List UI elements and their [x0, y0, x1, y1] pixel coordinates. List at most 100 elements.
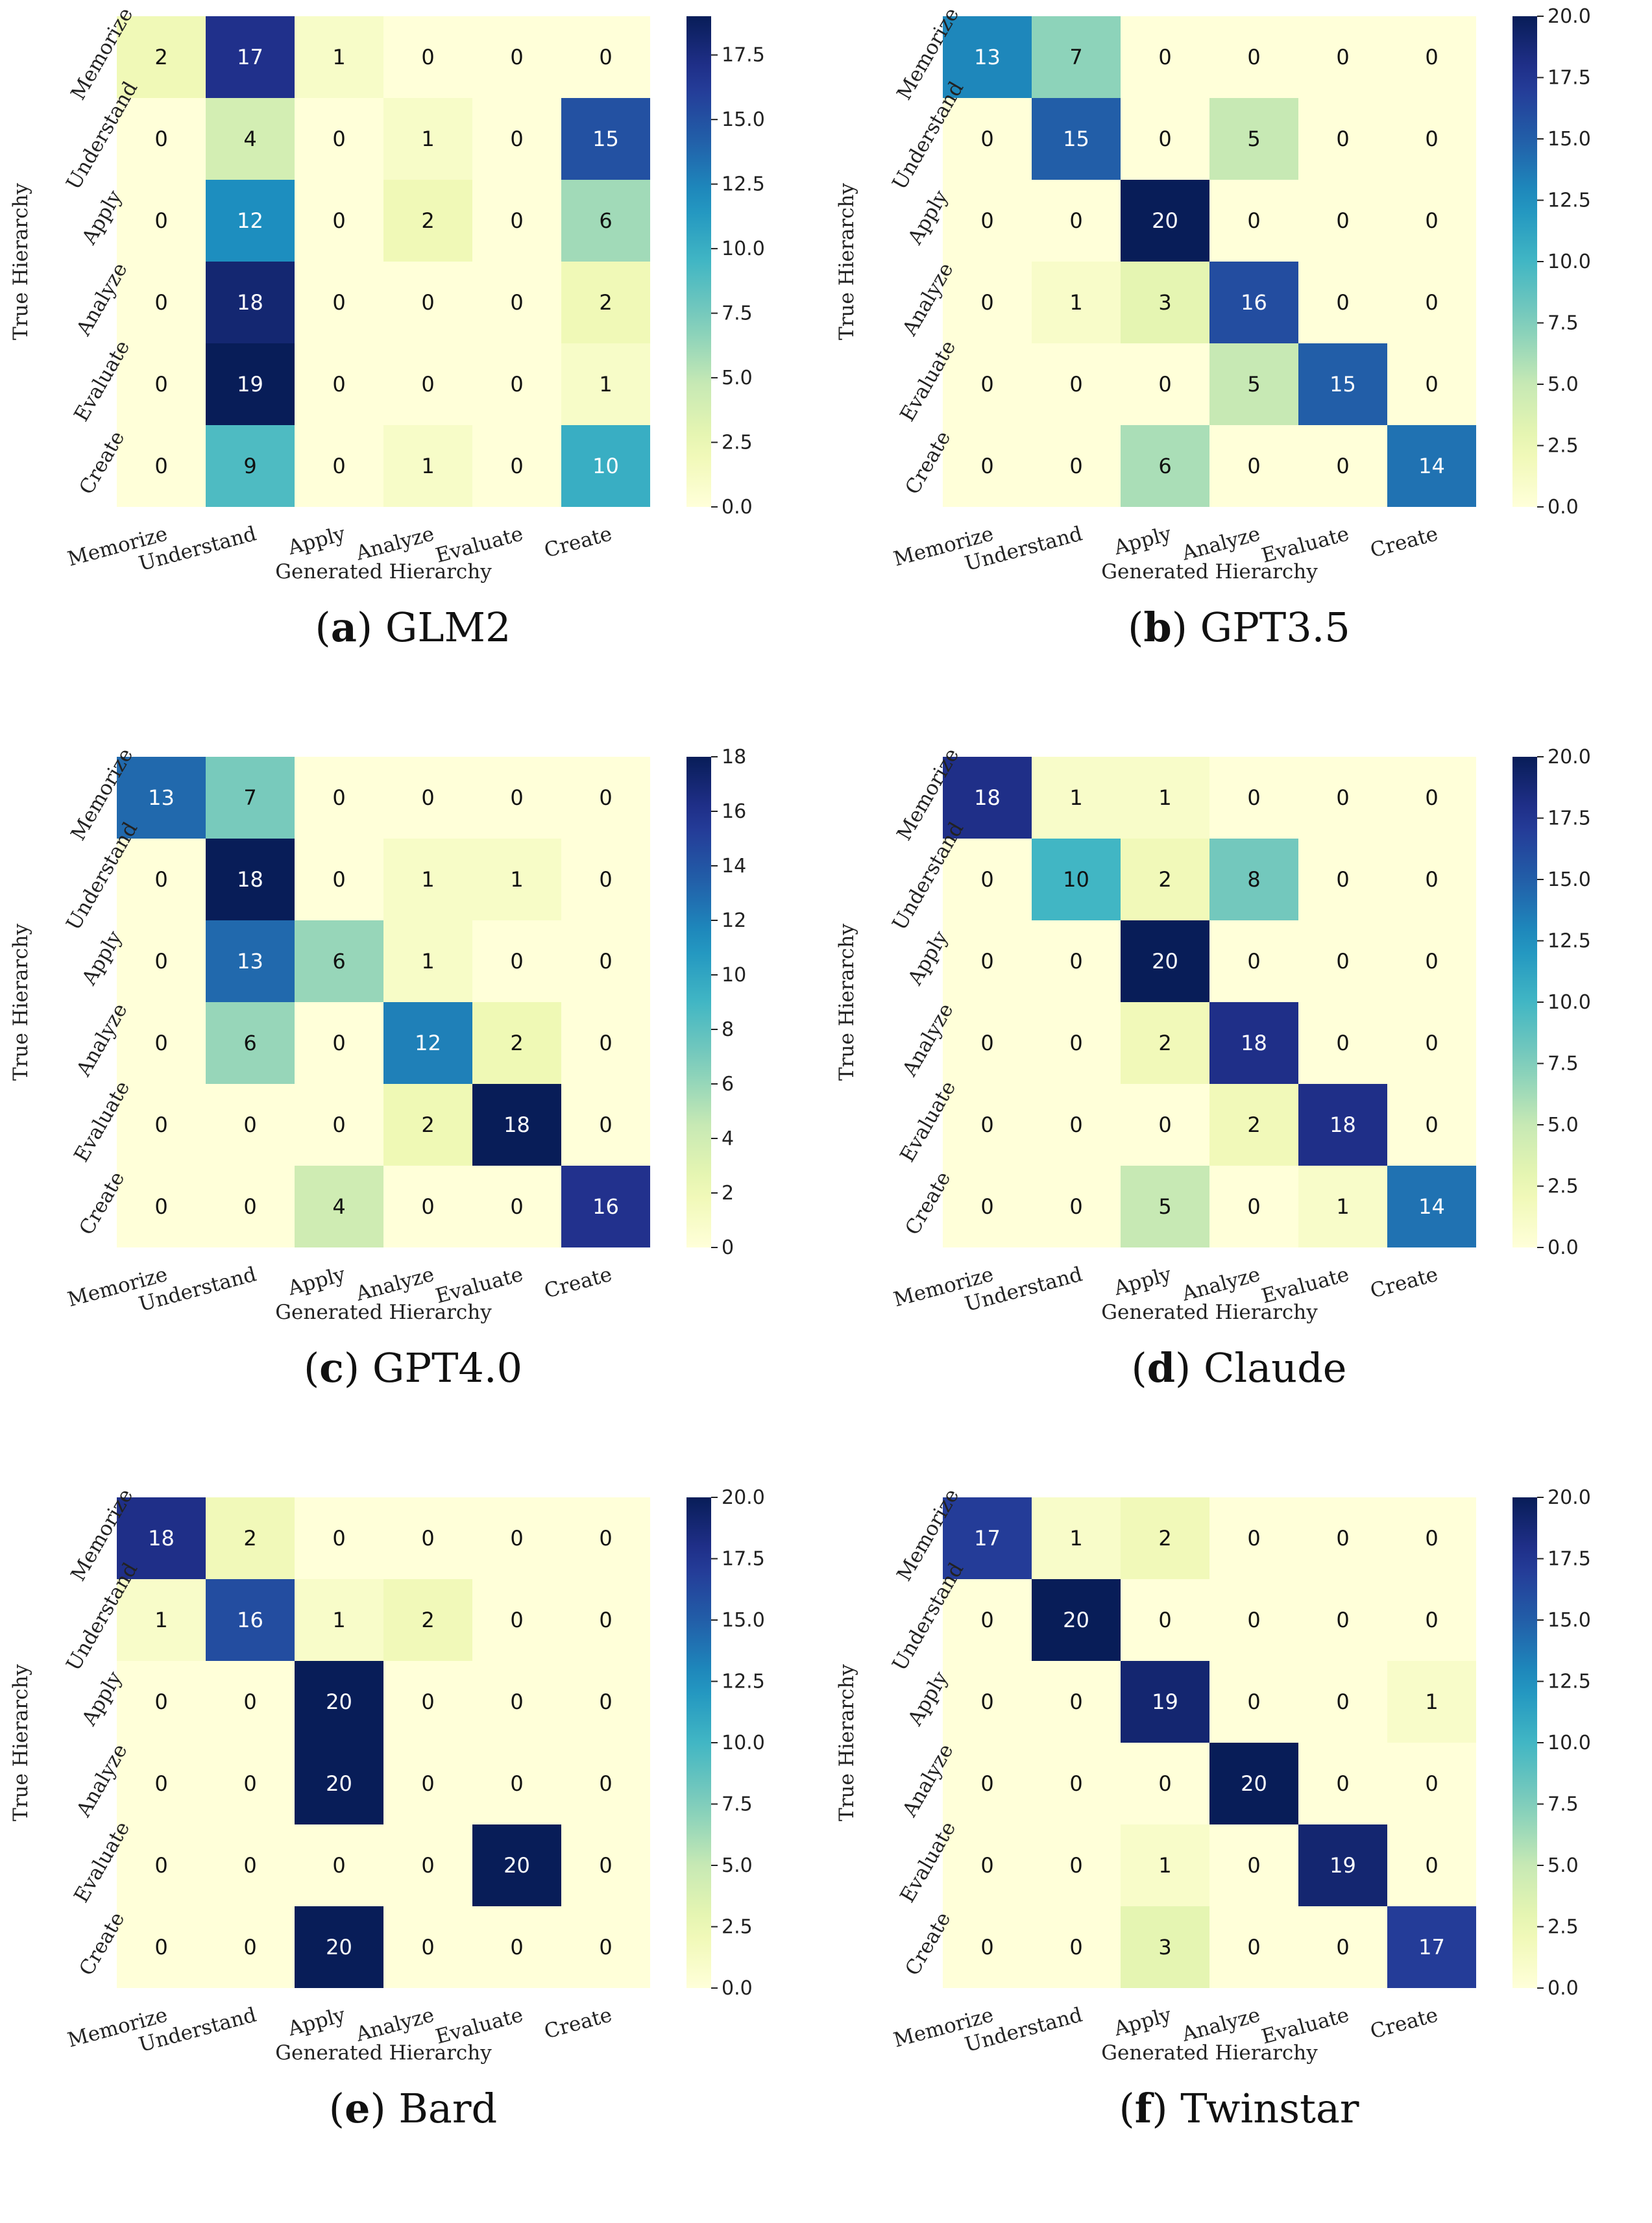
- heatmap-cell: [1298, 1084, 1387, 1166]
- subfigure-letter: d: [1147, 1344, 1176, 1392]
- heatmap-cell: [1298, 1166, 1387, 1247]
- colorbar-tick-label: 7.5: [1548, 1053, 1579, 1075]
- heatmap-cell: [943, 16, 1032, 98]
- heatmap-cell: [117, 1906, 206, 1988]
- cell-value-label: 1: [332, 45, 345, 69]
- subfigure-letter: a: [330, 604, 357, 651]
- heatmap-cell: [383, 1906, 472, 1988]
- heatmap-cell: [206, 1497, 295, 1579]
- heatmap-cell: [383, 1743, 472, 1824]
- cell-value-label: 0: [243, 1935, 256, 1959]
- subfigure-letter: b: [1143, 604, 1172, 651]
- cell-value-label: 0: [510, 1526, 523, 1551]
- colorbar-tick-label: 14: [722, 855, 746, 878]
- heatmap-cell: [561, 757, 650, 839]
- heatmap-cell: [561, 1824, 650, 1906]
- heatmap-cell: [472, 1497, 561, 1579]
- cell-value-label: 0: [1247, 454, 1260, 478]
- heatmap-cell: [1121, 1166, 1209, 1247]
- cell-value-label: 0: [154, 208, 167, 233]
- cell-value-label: 1: [1069, 1526, 1082, 1551]
- cell-value-label: 20: [1063, 1608, 1089, 1632]
- cell-value-label: 10: [1063, 867, 1089, 892]
- heatmap-cell: [117, 180, 206, 262]
- x-tick-label: Analyze: [1179, 522, 1263, 565]
- cell-value-label: 0: [421, 1771, 434, 1796]
- colorbar: [1512, 757, 1537, 1247]
- heatmap-cell: [561, 1497, 650, 1579]
- cell-value-label: 0: [980, 1771, 993, 1796]
- cell-value-label: 0: [1336, 45, 1349, 69]
- cell-value-label: 0: [510, 290, 523, 315]
- subfigure-letter: c: [319, 1344, 344, 1392]
- y-axis-label: True Hierarchy: [835, 1664, 858, 1821]
- cell-value-label: 0: [154, 1853, 167, 1878]
- heatmap-cell: [561, 16, 650, 98]
- cell-value-label: 0: [510, 1194, 523, 1219]
- cell-value-label: 0: [1069, 1689, 1082, 1714]
- colorbar-tick-label: 7.5: [722, 302, 753, 325]
- heatmap-cell: [383, 262, 472, 343]
- heatmap-cell: [1387, 839, 1476, 920]
- cell-value-label: 7: [243, 785, 256, 810]
- colorbar-tick-label: 15.0: [722, 108, 765, 131]
- cell-value-label: 2: [1158, 867, 1171, 892]
- heatmap-cell: [383, 757, 472, 839]
- cell-value-label: 0: [1247, 208, 1260, 233]
- heatmap-cell: [295, 98, 383, 180]
- heatmap-cell: [1121, 1084, 1209, 1166]
- cell-value-label: 0: [1247, 1194, 1260, 1219]
- heatmap-cell: [1298, 343, 1387, 425]
- x-tick-label: Create: [1368, 522, 1440, 562]
- colorbar-tick-label: 15.0: [1548, 128, 1591, 151]
- heatmap-cell: [472, 262, 561, 343]
- subfigure-caption: (c) GPT4.0: [303, 1344, 523, 1392]
- cell-value-label: 0: [332, 290, 345, 315]
- heatmap-cell: [1298, 1906, 1387, 1988]
- cell-value-label: 3: [1158, 290, 1171, 315]
- heatmap-cell: [943, 920, 1032, 1002]
- x-tick-label: Create: [1368, 1262, 1440, 1303]
- heatmap-cell: [117, 16, 206, 98]
- subfigure-caption: (a) GLM2: [315, 604, 511, 651]
- heatmap-cell: [295, 1743, 383, 1824]
- cell-value-label: 0: [1158, 127, 1171, 151]
- x-tick-label: Analyze: [353, 522, 437, 565]
- heatmap-cell: [1209, 343, 1298, 425]
- cell-value-label: 0: [154, 372, 167, 397]
- cell-value-label: 1: [1158, 785, 1171, 810]
- colorbar-tick-label: 4: [722, 1127, 734, 1150]
- heatmap-cell: [943, 1002, 1032, 1084]
- heatmap-cell: [383, 1002, 472, 1084]
- heatmap-cell: [1209, 1497, 1298, 1579]
- cell-value-label: 5: [1158, 1194, 1171, 1219]
- heatmap-cell: [383, 1166, 472, 1247]
- cell-value-label: 1: [421, 454, 434, 478]
- heatmap-cell: [1209, 757, 1298, 839]
- subfigure-name: GLM2: [385, 604, 511, 651]
- cell-value-label: 0: [1336, 1031, 1349, 1055]
- heatmap-cell: [117, 262, 206, 343]
- heatmap-cell: [943, 757, 1032, 839]
- cell-value-label: 1: [1069, 785, 1082, 810]
- cell-value-label: 0: [1069, 1935, 1082, 1959]
- heatmap-cell: [1032, 262, 1121, 343]
- cell-value-label: 0: [1158, 372, 1171, 397]
- colorbar-tick-label: 7.5: [722, 1793, 753, 1816]
- heatmap-cell: [1298, 262, 1387, 343]
- heatmap-cell: [1032, 1906, 1121, 1988]
- heatmap-cell: [117, 1084, 206, 1166]
- heatmap-cell: [1121, 1497, 1209, 1579]
- heatmap-cell: [1209, 16, 1298, 98]
- heatmap-cell: [1209, 1002, 1298, 1084]
- cell-value-label: 2: [421, 208, 434, 233]
- colorbar-tick-label: 2: [722, 1182, 734, 1205]
- colorbar-tick-label: 10.0: [1548, 251, 1591, 273]
- cell-value-label: 0: [1247, 785, 1260, 810]
- heatmap-cell: [561, 98, 650, 180]
- cell-value-label: 20: [504, 1853, 530, 1878]
- cell-value-label: 0: [332, 372, 345, 397]
- cell-value-label: 0: [1425, 1031, 1438, 1055]
- cell-value-label: 0: [510, 45, 523, 69]
- heatmap-cell: [1121, 16, 1209, 98]
